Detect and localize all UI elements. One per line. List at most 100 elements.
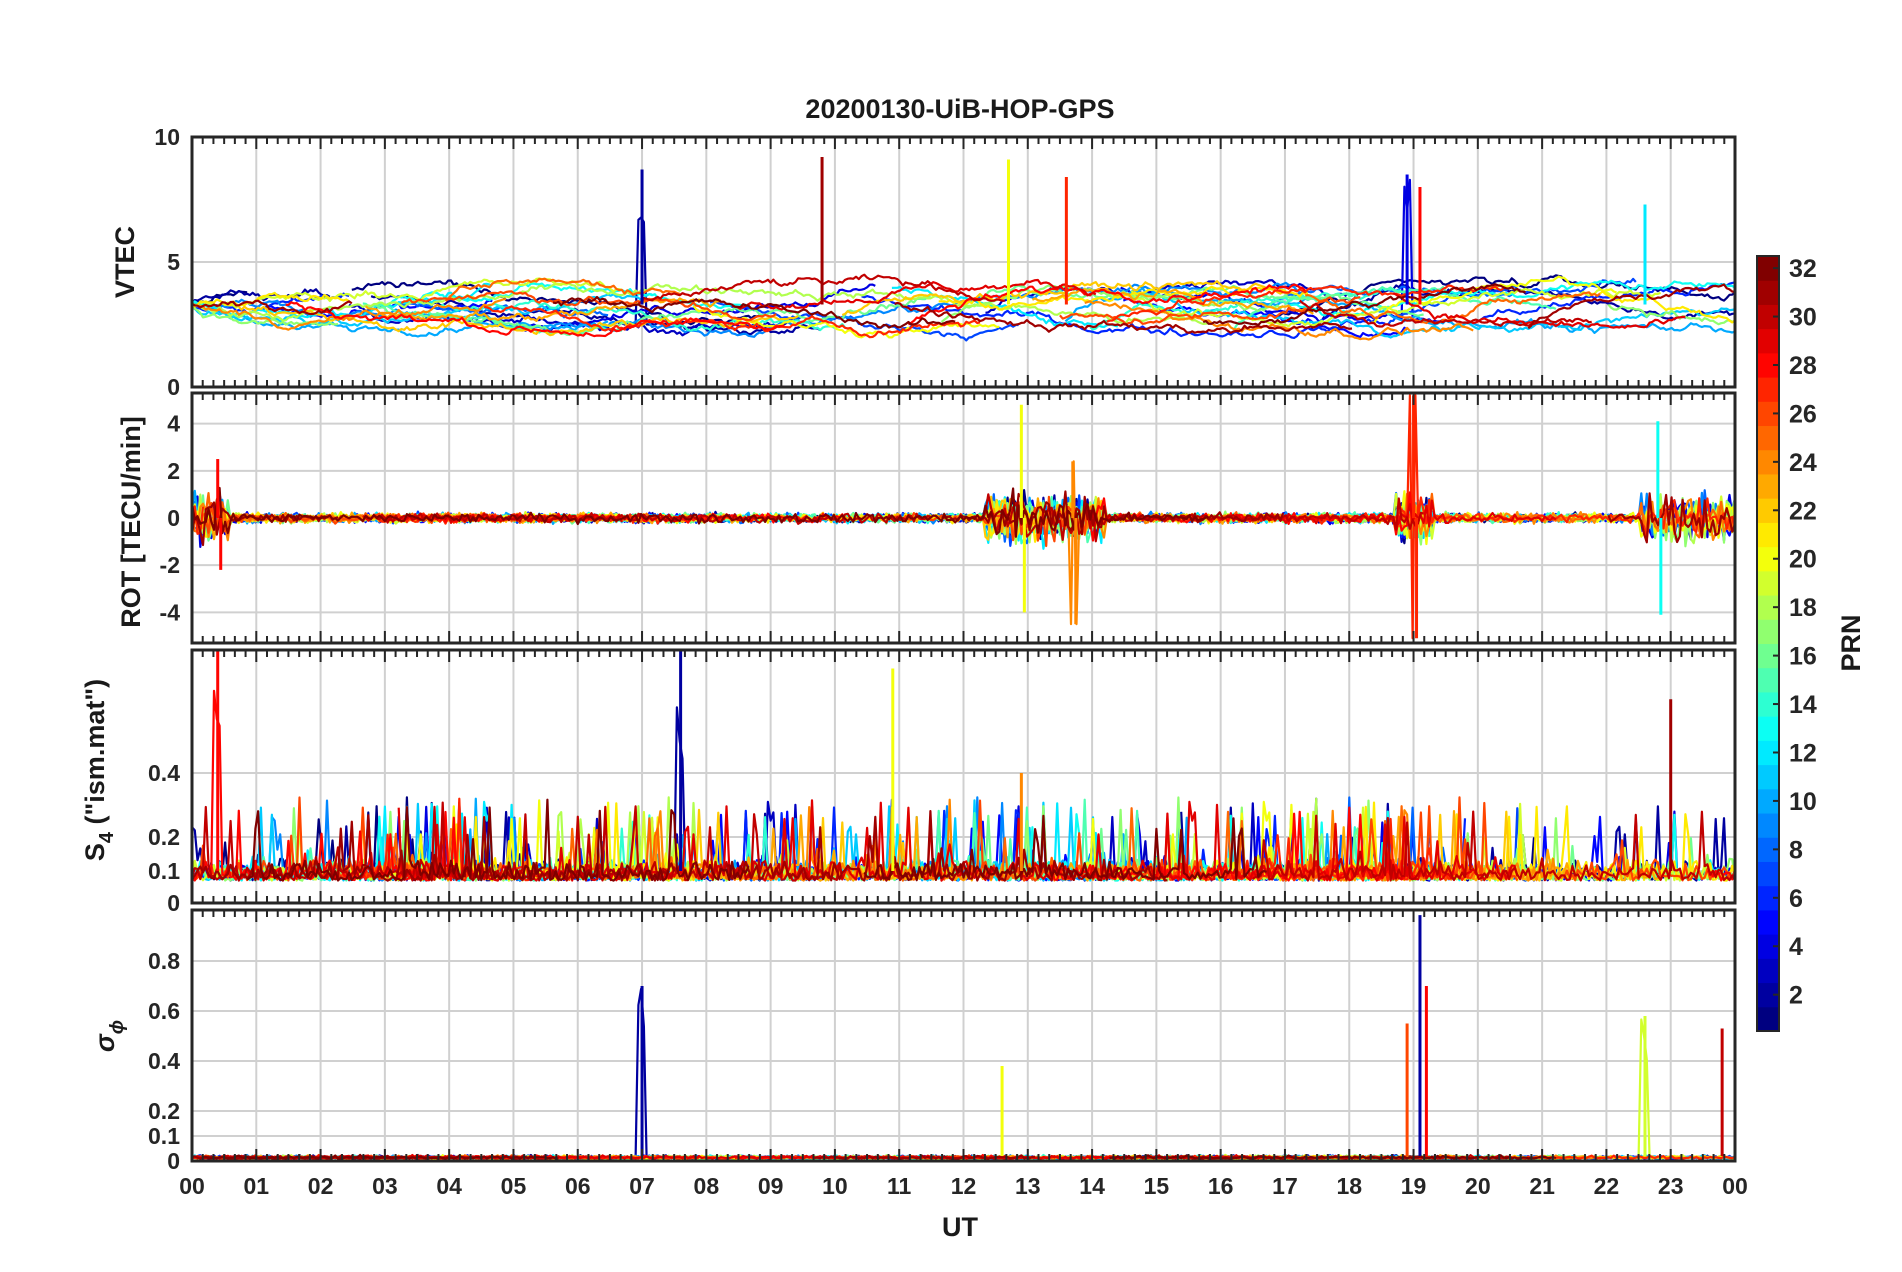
figure-title: 20200130-UiB-HOP-GPS (805, 94, 1114, 124)
colorbar-swatch (1757, 570, 1779, 596)
colorbar-swatch (1757, 909, 1779, 935)
x-tick-label: 18 (1336, 1173, 1362, 1199)
sigma_phi-prn-31-line (814, 1154, 1036, 1160)
colorbar-tick-label: 32 (1789, 255, 1817, 283)
x-tick-label: 16 (1208, 1173, 1234, 1199)
vtec-prn-12-line (891, 285, 1119, 329)
x-tick-label: 13 (1015, 1173, 1041, 1199)
vtec-prn-28-line (285, 301, 785, 338)
s4-ytick-label: 0.1 (148, 858, 180, 884)
vtec-ytick-label: 5 (167, 249, 180, 275)
s4-frame (190, 648, 1737, 905)
sigma-ylabel-sub: ϕ (107, 1020, 128, 1034)
x-tick-label: 23 (1658, 1173, 1684, 1199)
colorbar-tick-label: 20 (1789, 546, 1817, 574)
vtec-prn-10-line (1064, 287, 1735, 334)
x-tick-label: 00 (179, 1173, 205, 1199)
colorbar-swatch (1757, 982, 1779, 1008)
x-tick-label: 03 (372, 1173, 398, 1199)
colorbar-tick-label: 18 (1789, 594, 1817, 622)
colorbar-swatch (1757, 498, 1779, 523)
rot-prn-24-line (1064, 460, 1735, 626)
vtec-prn-24-line (1084, 300, 1474, 341)
colorbar-tick-label: 8 (1789, 836, 1803, 864)
colorbar-swatch (1757, 425, 1779, 451)
colorbar-swatch (1757, 401, 1779, 427)
rot-prn-31-line (941, 490, 1285, 536)
s4-ytick-label: 0.4 (148, 760, 180, 786)
vtec-prn-6-line (861, 295, 1386, 339)
x-tick-label: 11 (887, 1173, 912, 1199)
s4-ytick-label: 0.2 (148, 824, 180, 850)
colorbar-swatch (1757, 595, 1779, 620)
colorbar-tick-label: 10 (1789, 788, 1817, 816)
colorbar-swatch (1757, 740, 1779, 766)
vtec-prn-23-line (364, 297, 722, 322)
colorbar-swatch (1757, 522, 1779, 548)
colorbar-swatch (1757, 861, 1779, 887)
rot-ytick-label: 2 (167, 458, 180, 484)
colorbar-swatch (1757, 788, 1779, 814)
s4-ytick-label: 0 (167, 890, 180, 916)
colorbar-swatch (1757, 764, 1779, 790)
colorbar-tick-label: 4 (1789, 933, 1803, 961)
vtec-prn-31-line (894, 301, 1353, 334)
colorbar-swatch (1757, 449, 1779, 475)
x-tick-label: 02 (308, 1173, 334, 1199)
colorbar-swatch (1757, 667, 1779, 693)
vtec-prn-29-line (731, 278, 1097, 311)
s4-panel: 0 0.1 0.2 0.4 (148, 648, 1737, 916)
vtec-ylabel: VTEC (110, 226, 140, 298)
sigma_phi-frame (190, 908, 1737, 1163)
sigma-ylabel-main: σ (90, 1033, 120, 1052)
s4-ylabel-rest: ("ism.mat") (80, 679, 110, 832)
sigma_phi-ytick-label: 0 (167, 1148, 180, 1174)
vtec-prn-6-line (1475, 281, 1735, 324)
colorbar-tick-label: 26 (1789, 400, 1817, 428)
colorbar-swatch (1757, 837, 1779, 862)
vtec-prn-30-line (1298, 299, 1592, 328)
colorbar-swatch (1757, 377, 1779, 402)
x-tick-label: 15 (1144, 1173, 1170, 1199)
s4-ylabel: S4 ("ism.mat") (80, 679, 118, 861)
vtec-prn-20-line (692, 305, 1000, 339)
colorbar-swatch (1757, 352, 1779, 378)
sigma_phi-ytick-label: 0.4 (148, 1048, 180, 1074)
rot-panel: -4 -2 0 2 4 (160, 391, 1737, 645)
x-tick-label: 22 (1594, 1173, 1620, 1199)
x-tick-label: 20 (1465, 1173, 1491, 1199)
rot-ylabel: ROT [TECU/min] (116, 416, 146, 627)
colorbar-swatch (1757, 256, 1779, 281)
sigma_phi-ytick-label: 0.1 (148, 1123, 180, 1149)
colorbar-swatch (1757, 691, 1779, 717)
colorbar-tick-label: 12 (1789, 739, 1817, 767)
x-axis-label: UT (942, 1212, 978, 1242)
vtec-prn-32-line (1202, 283, 1526, 327)
s4-prn-28-line (1706, 869, 1735, 882)
s4-prn-27-line (1158, 817, 1474, 882)
vtec-prn-27-line (1106, 284, 1505, 323)
vtec-prn-7-line (709, 300, 1019, 342)
vtec-prn-17-line (192, 306, 339, 327)
x-tick-label: 05 (501, 1173, 527, 1199)
colorbar-tick-label: 16 (1789, 643, 1817, 671)
x-tick-label: 14 (1079, 1173, 1105, 1199)
s4-prn-31-line (726, 809, 1168, 882)
colorbar-tick-label: 30 (1789, 304, 1817, 332)
sigma_phi-ytick-label: 0.6 (148, 998, 180, 1024)
vtec-prn-2-line (370, 216, 821, 336)
vtec-panel: 0 5 10 (154, 124, 1737, 400)
x-tick-label: 21 (1529, 1173, 1555, 1199)
vtec-prn-9-line (192, 281, 1301, 338)
vtec-prn-21-line (192, 291, 350, 308)
x-tick-label: 08 (694, 1173, 720, 1199)
colorbar-tick-label: 6 (1789, 885, 1803, 913)
x-tick-label: 09 (758, 1173, 784, 1199)
vtec-ytick-label: 0 (167, 374, 180, 400)
x-tick-label: 06 (565, 1173, 591, 1199)
x-tick-label: 17 (1272, 1173, 1298, 1199)
colorbar-swatch (1757, 1006, 1779, 1032)
sigma-phi-panel: 00.10.2 0.4 0.6 0.8 (148, 908, 1737, 1174)
sigma_phi-ytick-label: 0.8 (148, 948, 180, 974)
